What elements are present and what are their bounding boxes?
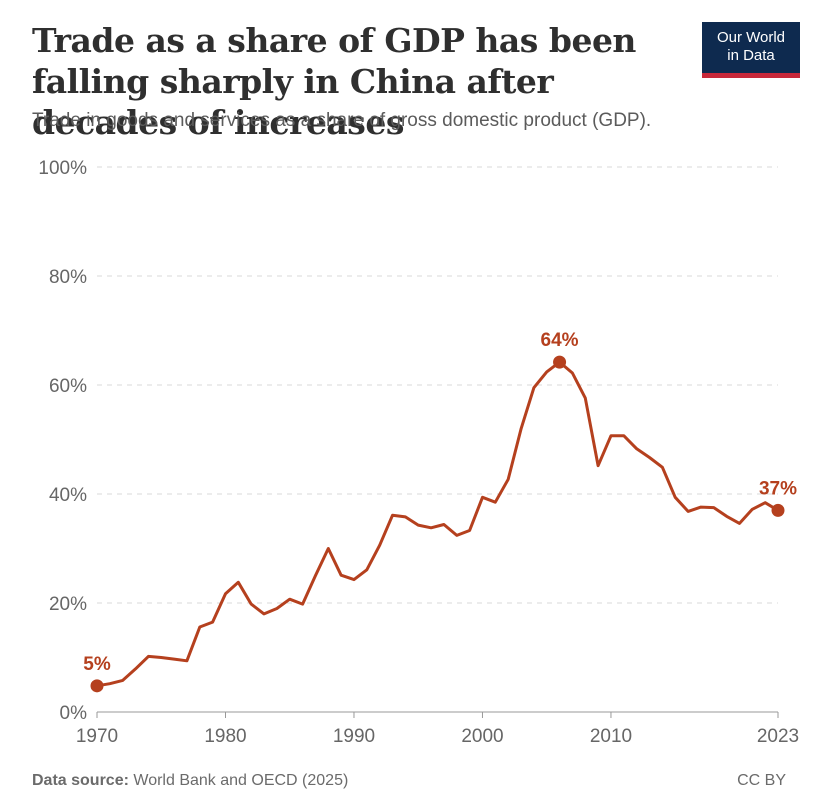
- y-tick-label: 100%: [38, 158, 87, 179]
- data-point[interactable]: [207, 616, 219, 628]
- data-point[interactable]: [502, 473, 514, 485]
- series-line-china[interactable]: [95, 360, 780, 688]
- annotation-layer: 5% 64% 37%: [83, 330, 797, 693]
- y-tick-label: 40%: [49, 485, 87, 506]
- x-tick-label: 1970: [76, 726, 118, 747]
- data-point[interactable]: [117, 674, 129, 686]
- data-point[interactable]: [489, 496, 501, 508]
- series-layer: [95, 360, 780, 690]
- data-source-label: Data source:: [32, 772, 129, 789]
- data-point[interactable]: [168, 653, 180, 665]
- highlight-point[interactable]: [553, 355, 567, 369]
- data-point[interactable]: [746, 503, 758, 515]
- data-point[interactable]: [566, 367, 578, 379]
- data-point[interactable]: [605, 430, 617, 442]
- chart-title: Trade as a share of GDP has been falling…: [32, 21, 636, 142]
- x-tick-label: 1990: [333, 726, 375, 747]
- data-point[interactable]: [181, 655, 193, 667]
- data-point[interactable]: [374, 539, 386, 551]
- data-point[interactable]: [708, 502, 720, 514]
- data-point[interactable]: [669, 491, 681, 503]
- data-point[interactable]: [245, 598, 257, 610]
- data-label: 64%: [541, 330, 579, 351]
- x-tick-label: 2010: [590, 726, 632, 747]
- data-point[interactable]: [399, 511, 411, 523]
- data-point[interactable]: [682, 505, 694, 517]
- data-point[interactable]: [425, 522, 437, 534]
- data-point[interactable]: [579, 392, 591, 404]
- data-point[interactable]: [335, 569, 347, 581]
- license-link[interactable]: CC BY: [737, 772, 786, 789]
- data-point[interactable]: [155, 652, 167, 664]
- data-point[interactable]: [284, 593, 296, 605]
- y-tick-label: 80%: [49, 267, 87, 288]
- data-point[interactable]: [592, 460, 604, 472]
- data-point[interactable]: [194, 621, 206, 633]
- x-tick-label: 2000: [461, 726, 503, 747]
- data-point[interactable]: [695, 501, 707, 513]
- data-point[interactable]: [721, 510, 733, 522]
- highlight-point[interactable]: [771, 503, 785, 517]
- data-point[interactable]: [297, 598, 309, 610]
- data-source: Data source: World Bank and OECD (2025): [32, 772, 348, 790]
- data-point[interactable]: [412, 519, 424, 531]
- data-point[interactable]: [130, 663, 142, 675]
- data-point[interactable]: [271, 602, 283, 614]
- data-point[interactable]: [438, 519, 450, 531]
- logo-line-1: Our World: [716, 29, 786, 46]
- y-tick-label: 20%: [49, 594, 87, 615]
- data-point[interactable]: [631, 443, 643, 455]
- data-point[interactable]: [515, 423, 527, 435]
- data-point[interactable]: [464, 525, 476, 537]
- data-point[interactable]: [104, 678, 116, 690]
- x-axis: 1970 1980 1990 2000 2010 2023: [76, 711, 799, 747]
- x-tick-label: 1980: [204, 726, 246, 747]
- data-label: 5%: [83, 654, 111, 675]
- data-point[interactable]: [309, 570, 321, 582]
- y-tick-label: 0%: [60, 703, 88, 724]
- y-tick-label: 60%: [49, 376, 87, 397]
- chart-subtitle: Trade in goods and services as a share o…: [32, 110, 652, 131]
- grid-lines: [97, 166, 778, 604]
- data-point[interactable]: [219, 588, 231, 600]
- data-point[interactable]: [476, 491, 488, 503]
- x-tick-label: 2023: [757, 726, 799, 747]
- data-point[interactable]: [322, 543, 334, 555]
- highlight-point[interactable]: [90, 679, 104, 693]
- data-point[interactable]: [451, 529, 463, 541]
- data-point[interactable]: [387, 509, 399, 521]
- data-point[interactable]: [733, 517, 745, 529]
- data-point[interactable]: [656, 461, 668, 473]
- data-point[interactable]: [644, 451, 656, 463]
- data-point[interactable]: [142, 650, 154, 662]
- data-point[interactable]: [528, 382, 540, 394]
- data-label: 37%: [759, 478, 797, 499]
- data-point[interactable]: [361, 564, 373, 576]
- data-point[interactable]: [541, 366, 553, 378]
- logo-accent-bar: [702, 73, 800, 78]
- data-point[interactable]: [618, 430, 630, 442]
- data-point[interactable]: [258, 608, 270, 620]
- data-point[interactable]: [232, 576, 244, 588]
- logo-line-2: in Data: [727, 47, 775, 64]
- owid-logo[interactable]: Our World in Data: [702, 22, 800, 78]
- data-source-link[interactable]: World Bank and OECD (2025): [133, 772, 349, 789]
- data-point[interactable]: [348, 574, 360, 586]
- y-axis: 0% 20% 40% 60% 80% 100%: [38, 158, 87, 724]
